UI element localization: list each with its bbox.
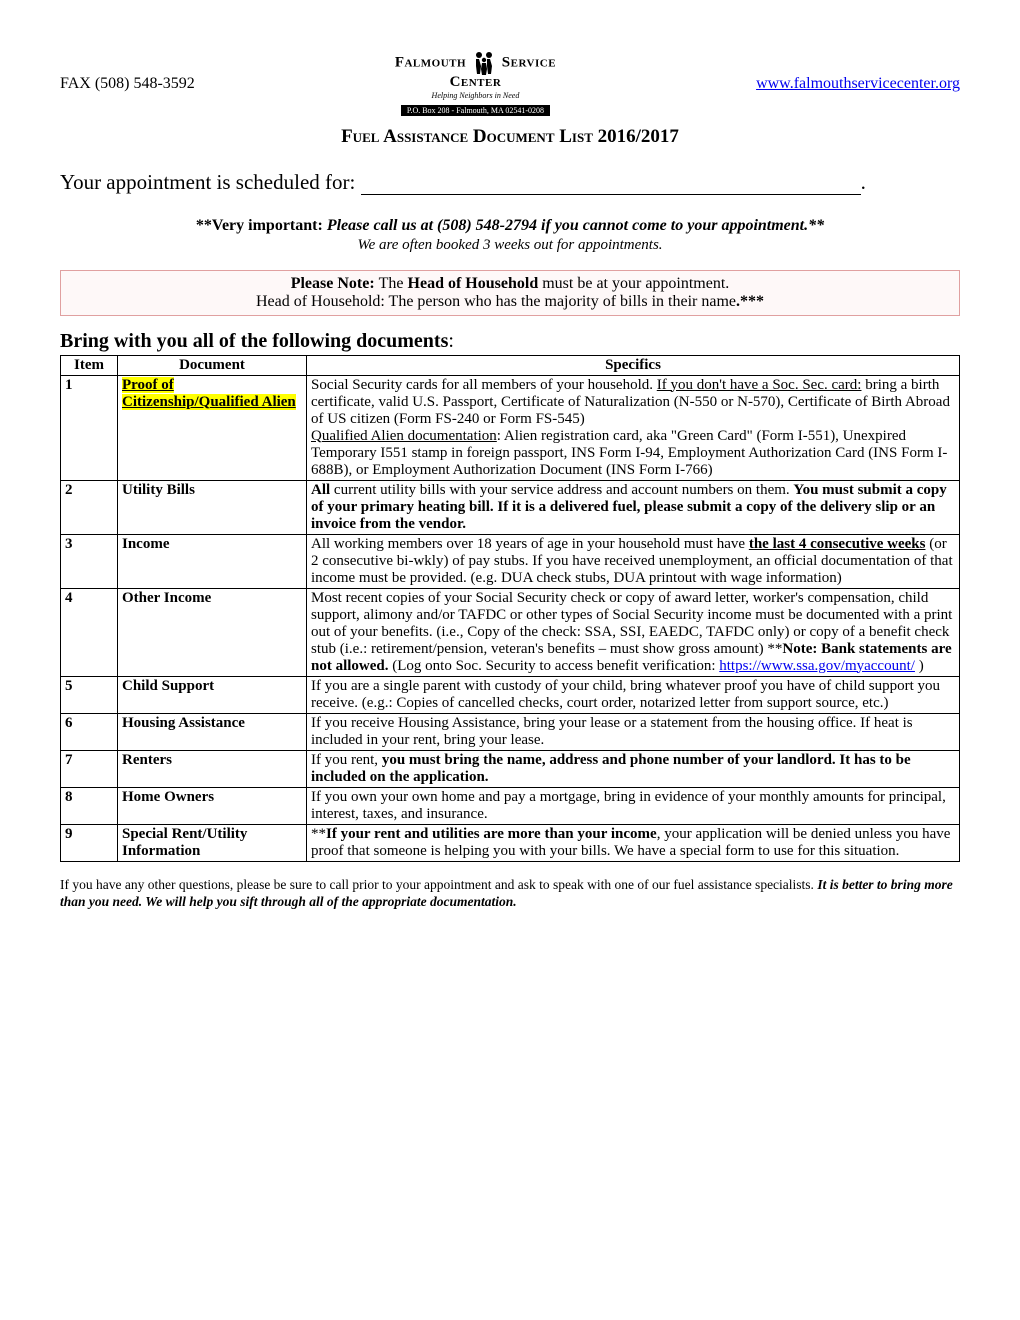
org-logo: Falmouth Service Center Helping Neighbor… — [195, 50, 756, 118]
cell-specifics: Most recent copies of your Social Securi… — [307, 588, 960, 676]
documents-table: Item Document Specifics 1Proof of Citize… — [60, 355, 960, 862]
col-item: Item — [61, 355, 118, 375]
cell-document: Utility Bills — [118, 480, 307, 534]
cell-document: Home Owners — [118, 787, 307, 824]
cell-item: 4 — [61, 588, 118, 676]
table-row: 9Special Rent/Utility Information**If yo… — [61, 824, 960, 861]
cell-document: Proof of Citizenship/Qualified Alien — [118, 375, 307, 480]
footnote: If you have any other questions, please … — [60, 876, 960, 911]
table-row: 4Other IncomeMost recent copies of your … — [61, 588, 960, 676]
table-row: 7RentersIf you rent, you must bring the … — [61, 750, 960, 787]
appointment-blank — [361, 194, 861, 195]
booked-note: We are often booked 3 weeks out for appo… — [60, 237, 960, 254]
cell-specifics: **If your rent and utilities are more th… — [307, 824, 960, 861]
table-row: 5Child SupportIf you are a single parent… — [61, 676, 960, 713]
table-header-row: Item Document Specifics — [61, 355, 960, 375]
note-line-2: Head of Household: The person who has th… — [71, 293, 949, 311]
ssa-link[interactable]: https://www.ssa.gov/myaccount/ — [719, 658, 915, 674]
appointment-line: Your appointment is scheduled for: . — [60, 170, 960, 195]
col-specifics: Specifics — [307, 355, 960, 375]
cell-document: Special Rent/Utility Information — [118, 824, 307, 861]
cell-item: 1 — [61, 375, 118, 480]
section-heading: Bring with you all of the following docu… — [60, 330, 960, 353]
cell-document: Other Income — [118, 588, 307, 676]
logo-tagline: Helping Neighbors in Need — [195, 91, 756, 100]
cell-specifics: If you receive Housing Assistance, bring… — [307, 713, 960, 750]
website-link[interactable]: www.falmouthservicecenter.org — [756, 75, 960, 92]
table-row: 2Utility BillsAll current utility bills … — [61, 480, 960, 534]
logo-word-3: Center — [195, 74, 756, 91]
important-note: **Very important: Please call us at (508… — [60, 217, 960, 235]
note-line-1: Please Note: The Head of Household must … — [71, 275, 949, 293]
important-prefix: **Very important: — [196, 217, 323, 234]
cell-item: 2 — [61, 480, 118, 534]
website: www.falmouthservicecenter.org — [756, 75, 960, 93]
table-row: 3IncomeAll working members over 18 years… — [61, 534, 960, 588]
col-document: Document — [118, 355, 307, 375]
cell-document: Child Support — [118, 676, 307, 713]
table-row: 8Home OwnersIf you own your own home and… — [61, 787, 960, 824]
cell-specifics: If you are a single parent with custody … — [307, 676, 960, 713]
header: FAX (508) 548-3592 Falmouth Service Cent… — [60, 50, 960, 118]
logo-word-1: Falmouth — [395, 55, 466, 71]
cell-specifics: If you own your own home and pay a mortg… — [307, 787, 960, 824]
cell-item: 6 — [61, 713, 118, 750]
cell-item: 9 — [61, 824, 118, 861]
cell-document: Housing Assistance — [118, 713, 307, 750]
cell-specifics: Social Security cards for all members of… — [307, 375, 960, 480]
fax-number: FAX (508) 548-3592 — [60, 75, 195, 93]
page-title: Fuel Assistance Document List 2016/2017 — [60, 126, 960, 148]
footnote-a: If you have any other questions, please … — [60, 877, 817, 892]
note-box: Please Note: The Head of Household must … — [60, 270, 960, 316]
logo-address: P.O. Box 208 - Falmouth, MA 02541-0208 — [401, 105, 550, 116]
cell-document: Renters — [118, 750, 307, 787]
cell-item: 8 — [61, 787, 118, 824]
cell-item: 7 — [61, 750, 118, 787]
cell-document: Income — [118, 534, 307, 588]
table-row: 1Proof of Citizenship/Qualified AlienSoc… — [61, 375, 960, 480]
appointment-label: Your appointment is scheduled for: — [60, 170, 361, 194]
cell-specifics: If you rent, you must bring the name, ad… — [307, 750, 960, 787]
cell-item: 5 — [61, 676, 118, 713]
cell-specifics: All current utility bills with your serv… — [307, 480, 960, 534]
people-icon — [470, 50, 498, 76]
important-body: Please call us at (508) 548-2794 if you … — [323, 217, 824, 234]
table-row: 6Housing AssistanceIf you receive Housin… — [61, 713, 960, 750]
cell-item: 3 — [61, 534, 118, 588]
logo-word-2: Service — [502, 55, 556, 71]
cell-specifics: All working members over 18 years of age… — [307, 534, 960, 588]
